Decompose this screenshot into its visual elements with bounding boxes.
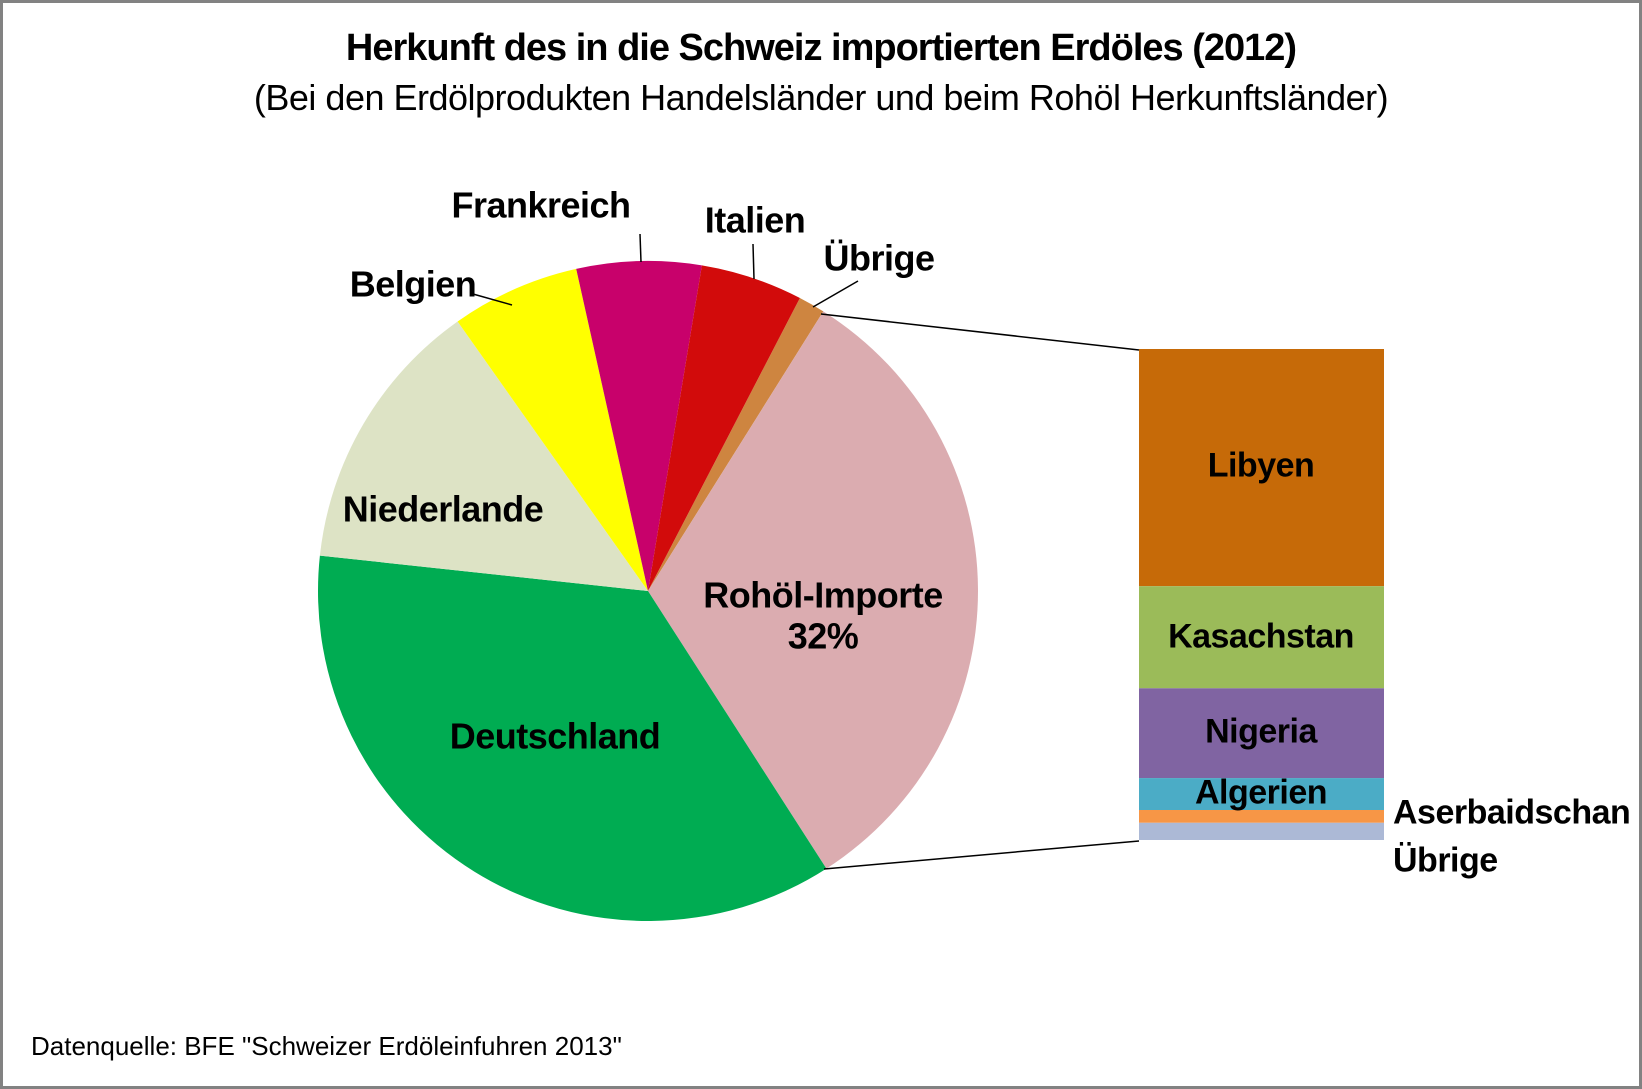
pie-label-frankreich: Frankreich [451,184,631,226]
pie-slice-frankreich [576,260,702,591]
pie-slice-niederlande [319,321,648,591]
pie-label-rohoel-value: 32% [787,616,859,657]
pie-label-deutschland: Deutschland [449,715,661,757]
pie-slice-italien [648,265,800,591]
pie-label-belgien: Belgien [349,263,477,305]
pie-and-breakdown-bar-graphic [317,233,1384,921]
source-note: Datenquelle: BFE "Schweizer Erdöleinfuhr… [31,1031,622,1061]
pie-label-rohoel-name: Rohöl-Importe [703,574,943,616]
label-leader-line [812,280,859,308]
bar-label-aserbaidschan: Aserbaidschan [1393,793,1631,832]
pie-label-rohoel-importe: Rohöl-Importe 32% [703,574,943,658]
bar-segment-algerien [1139,778,1384,810]
bar-segment-ubrige [1139,822,1384,840]
bar-segment-libyen [1139,349,1384,587]
label-leader-line [472,293,513,306]
pie-label-uebrige: Übrige [823,237,935,279]
bar-label-nigeria: Nigeria [1205,712,1317,751]
pie-slice-rohol-importe [648,311,978,869]
bar-label-kasachstan: Kasachstan [1168,617,1354,656]
bar-segment-aserbaidschan [1139,810,1384,823]
label-leader-line [752,243,755,280]
chart-title: Herkunft des in die Schweiz importierten… [345,27,1297,69]
pie-slice-belgien [457,268,648,591]
pie-slice-deutschland [317,555,827,921]
pie-label-niederlande: Niederlande [342,488,544,530]
bar-segment-kasachstan [1139,586,1384,689]
pie-to-bar-connector-line [823,840,1140,870]
pie-label-italien: Italien [704,199,806,241]
bar-label-algerien: Algerien [1194,773,1328,812]
label-leader-line [639,233,642,263]
bar-segment-nigeria [1139,688,1384,779]
pie-slice-ubrige [648,298,824,591]
chart-subtitle: (Bei den Erdölprodukten Handelsländer un… [253,77,1389,118]
bar-label-uebrige: Übrige [1393,841,1498,880]
pie-to-bar-connector-line [820,313,1140,351]
bar-label-libyen: Libyen [1207,446,1315,485]
